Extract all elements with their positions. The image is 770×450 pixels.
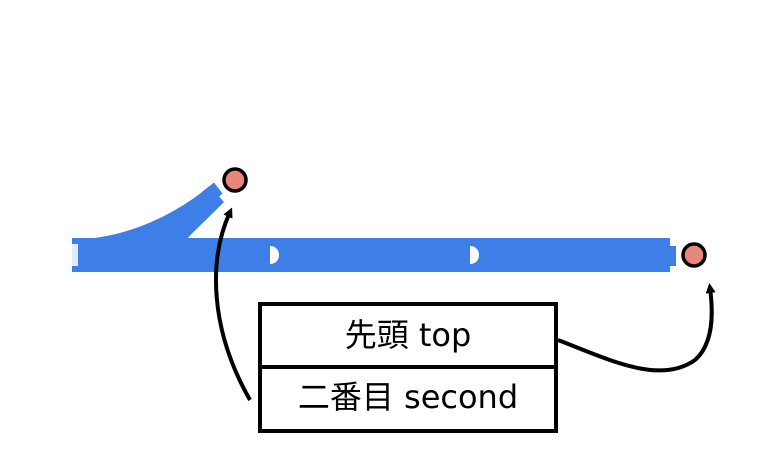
- stack-second-label: 二番目 second: [298, 378, 518, 416]
- track-joints: [68, 244, 479, 266]
- track-segment-3: [472, 238, 670, 272]
- track-end-cap: [666, 246, 676, 266]
- track-joint-2: [470, 246, 479, 264]
- stack-box-second: [258, 365, 558, 433]
- track-joint-left: [68, 244, 78, 266]
- track-joint-1: [270, 246, 279, 264]
- track-curve-tip: [201, 182, 223, 204]
- arrow-second-to-curve: [214, 207, 252, 401]
- marker-curve-end: [222, 167, 248, 193]
- track: [68, 182, 676, 272]
- track-curve-segment: [72, 186, 224, 240]
- track-segment-1: [72, 238, 272, 272]
- stack-top-label: 先頭 top: [345, 316, 472, 354]
- marker-track-end: [681, 242, 707, 268]
- arrow-top-to-end: [557, 283, 716, 373]
- track-segment-2: [272, 238, 472, 272]
